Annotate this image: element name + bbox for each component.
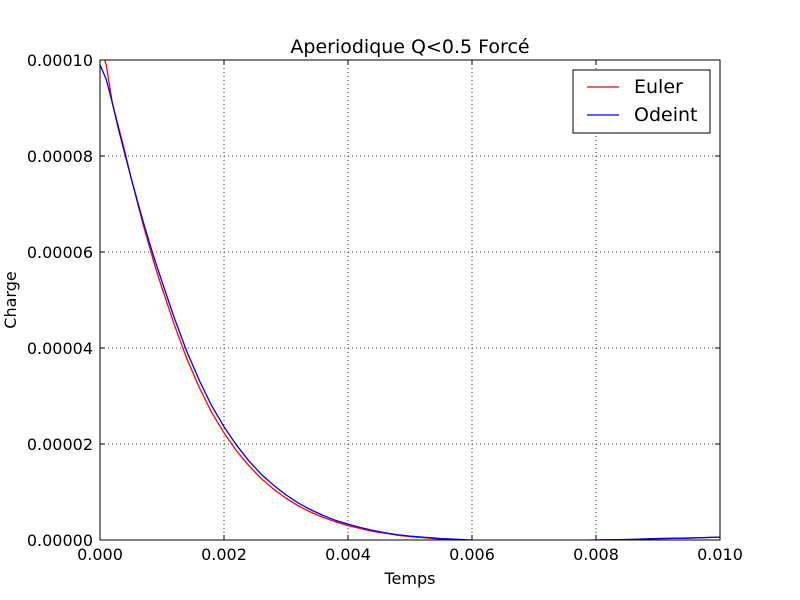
plot-area-frame (99, 59, 721, 541)
series-line-euler (103, 60, 720, 540)
x-tick-labels: 0.000 0.002 0.004 0.006 0.008 0.010 (77, 545, 743, 564)
legend-label-odeint: Odeint (634, 104, 697, 126)
y-tick-label: 0.00002 (27, 435, 93, 454)
series-line-odeint (100, 64, 720, 540)
y-tick-label: 0.00008 (27, 147, 93, 166)
x-tick-label: 0.000 (77, 545, 123, 564)
x-tick-label: 0.010 (697, 545, 743, 564)
x-tick-label: 0.002 (201, 545, 247, 564)
y-tick-label: 0.00004 (27, 339, 93, 358)
y-tick-label: 0.00010 (27, 51, 93, 70)
x-tick-label: 0.008 (573, 545, 619, 564)
series-lines (100, 60, 720, 540)
chart-title: Aperiodique Q<0.5 Forcé (290, 36, 529, 58)
legend-label-euler: Euler (634, 76, 683, 98)
legend-box (572, 69, 711, 134)
y-tick-label: 0.00006 (27, 243, 93, 262)
x-axis-label: Temps (384, 569, 436, 588)
legend: Euler Odeint (572, 69, 711, 134)
x-tick-label: 0.004 (325, 545, 371, 564)
y-tick-labels: 0.00000 0.00002 0.00004 0.00006 0.00008 0.000… (27, 51, 93, 550)
y-tick-label: 0.00000 (27, 531, 93, 550)
y-axis-label: Charge (1, 271, 20, 328)
x-tick-label: 0.006 (449, 545, 495, 564)
